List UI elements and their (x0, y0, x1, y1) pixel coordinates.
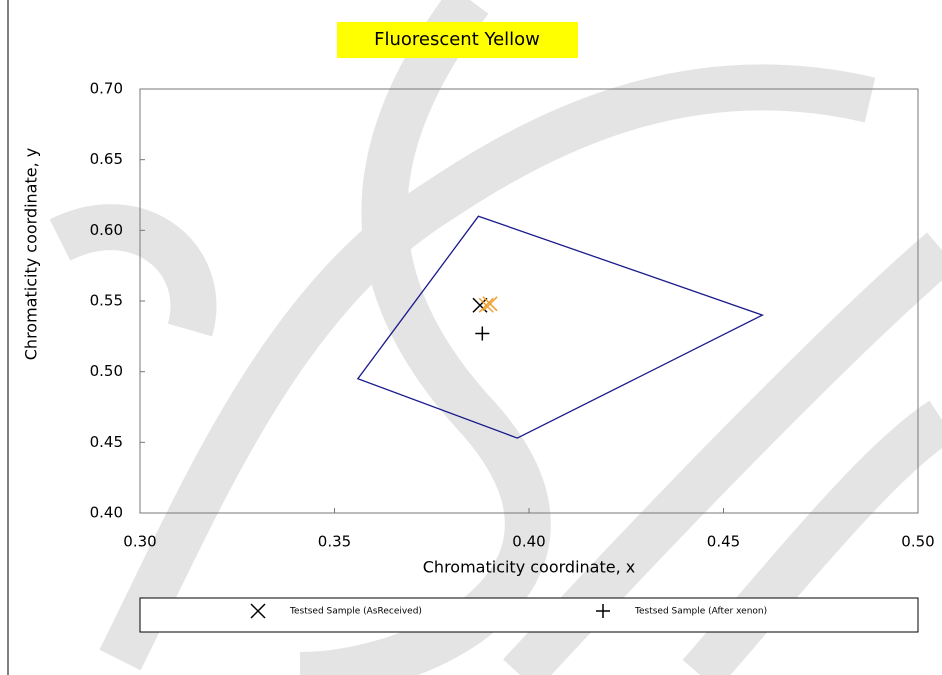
legend-label: Testsed Sample (AsReceived) (289, 607, 422, 617)
y-tick-label: 0.40 (90, 504, 123, 522)
x-tick-label: 0.30 (123, 533, 156, 551)
y-axis-label: Chromaticity coordinate, y (22, 148, 41, 360)
y-tick-label: 0.65 (90, 150, 123, 168)
chart-title: Fluorescent Yellow (374, 29, 540, 50)
x-axis-label: Chromaticity coordinate, x (423, 558, 635, 577)
legend (140, 598, 918, 632)
y-tick-label: 0.50 (90, 362, 123, 380)
page: Fluorescent Yellow Chromaticity coordina… (0, 0, 942, 675)
y-tick-label: 0.70 (90, 80, 123, 98)
y-tick-label: 0.60 (90, 221, 123, 239)
y-tick-label: 0.45 (90, 433, 123, 451)
x-tick-label: 0.50 (901, 533, 934, 551)
x-tick-label: 0.45 (707, 533, 740, 551)
y-tick-label: 0.55 (90, 292, 123, 310)
x-tick-label: 0.35 (318, 533, 351, 551)
x-tick-label: 0.40 (512, 533, 545, 551)
legend-label: Testsed Sample (After xenon) (634, 607, 767, 617)
chart: Fluorescent Yellow Chromaticity coordina… (0, 0, 942, 675)
